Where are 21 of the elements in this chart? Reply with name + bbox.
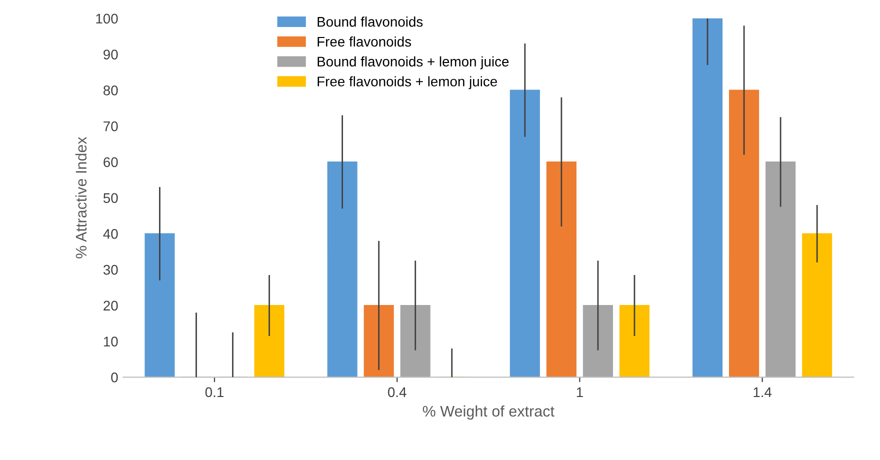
y-tick-label: 0 (111, 372, 118, 382)
x-tick-label: 0.1 (205, 387, 224, 398)
y-tick-label: 50 (103, 193, 118, 203)
legend-label: Bound flavonoids + lemon juice (318, 56, 509, 70)
y-tick-label: 90 (104, 50, 118, 60)
y-tick-label: 60 (104, 157, 118, 168)
y-tick-label: 100 (96, 14, 118, 24)
legend-label: Free flavonoids (318, 36, 412, 47)
x-axis-title: % Weight of extract (422, 405, 554, 420)
y-tick-label: 10 (104, 336, 118, 346)
x-tick-label: 1 (576, 387, 583, 397)
y-tick-label: 40 (103, 229, 118, 239)
y-tick-label: 30 (103, 264, 118, 275)
y-tick-label: 20 (104, 300, 118, 311)
x-tick-label: 0.4 (388, 387, 406, 398)
y-tick-label: 70 (104, 121, 118, 132)
y-axis-title: % Attractive Index (75, 136, 87, 258)
y-tick-label: 80 (103, 85, 118, 96)
legend-label: Bound flavonoids (318, 16, 423, 27)
x-tick-label: 1.4 (754, 387, 772, 397)
legend-label: Free flavonoids + lemon juice (318, 76, 497, 90)
